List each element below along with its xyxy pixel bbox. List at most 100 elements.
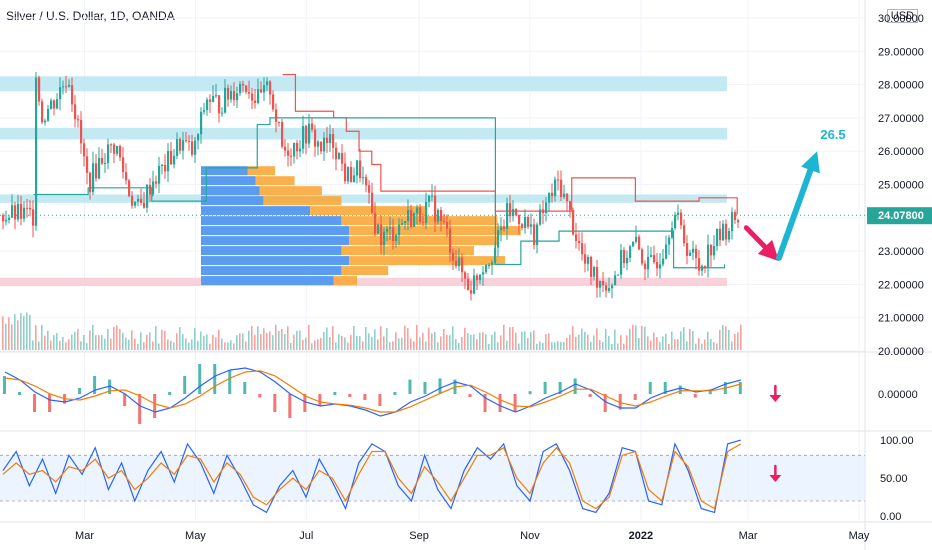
- volume-bar-99: [299, 330, 301, 350]
- volume-bar-24: [74, 331, 76, 350]
- volume-bar-167: [503, 324, 505, 350]
- volume-bar-63: [191, 339, 193, 350]
- candle-body-81: [245, 85, 248, 92]
- volume-bar-159: [479, 332, 481, 350]
- candle-body-189: [569, 201, 572, 211]
- vp-down-2: [259, 186, 322, 196]
- candle-body-75: [227, 87, 230, 100]
- candle-body-195: [587, 256, 590, 264]
- stoch-band: [0, 455, 865, 501]
- vp-down-0: [247, 166, 276, 176]
- volume-bar-102: [308, 324, 310, 350]
- vp-up-7: [201, 236, 350, 246]
- volume-bar-8: [26, 312, 28, 350]
- candle-body-6: [20, 203, 23, 219]
- volume-bar-236: [710, 338, 712, 350]
- candle-body-200: [602, 280, 605, 286]
- price-tick-label: 25.00000: [878, 180, 924, 192]
- candle-body-67: [203, 110, 206, 112]
- candle-body-90: [272, 94, 275, 110]
- volume-bar-139: [419, 337, 421, 350]
- candle-body-114: [344, 163, 347, 182]
- volume-bar-53: [161, 329, 163, 350]
- candle-body-28: [86, 156, 89, 173]
- candle-body-140: [422, 221, 425, 223]
- candle-body-152: [458, 257, 461, 267]
- volume-bar-4: [14, 314, 16, 350]
- candle-body-232: [698, 258, 701, 271]
- volume-bar-142: [428, 327, 430, 350]
- volume-bar-220: [662, 336, 664, 350]
- candle-body-165: [497, 230, 500, 248]
- candle-body-17: [53, 100, 56, 109]
- candle-body-160: [482, 272, 485, 275]
- candle-body-147: [443, 221, 446, 223]
- last-price-label: 24.07800: [878, 210, 924, 222]
- candle-body-83: [251, 93, 254, 101]
- candle-body-37: [113, 144, 116, 154]
- volume-bar-225: [677, 339, 679, 350]
- volume-bar-131: [395, 332, 397, 350]
- macd-hist-18: [273, 394, 277, 412]
- volume-bar-57: [173, 342, 175, 350]
- vp-up-9: [201, 256, 350, 266]
- volume-bar-224: [674, 339, 676, 350]
- candle-body-220: [662, 258, 665, 265]
- candle-body-12: [38, 77, 41, 102]
- vp-up-8: [201, 246, 342, 256]
- candle-body-138: [416, 207, 419, 214]
- candle-body-196: [590, 256, 593, 277]
- candle-body-123: [371, 192, 374, 214]
- volume-bar-230: [692, 330, 694, 350]
- volume-bar-87: [263, 328, 265, 350]
- volume-bar-211: [635, 325, 637, 350]
- volume-bar-172: [518, 343, 520, 350]
- currency-selector[interactable]: USD: [886, 9, 918, 23]
- candle-body-141: [425, 201, 428, 223]
- time-tick-label: Mar: [75, 530, 94, 542]
- candle-body-39: [119, 145, 122, 158]
- candle-body-122: [368, 185, 371, 193]
- volume-bar-75: [227, 342, 229, 350]
- volume-bar-61: [185, 338, 187, 350]
- volume-bar-207: [623, 343, 625, 350]
- volume-bar-228: [686, 341, 688, 350]
- candle-body-211: [635, 236, 638, 242]
- volume-bar-92: [278, 330, 280, 350]
- macd-down-arrow-head: [769, 395, 782, 402]
- candle-body-162: [488, 265, 491, 267]
- volume-bar-12: [38, 341, 40, 350]
- candle-body-72: [218, 95, 221, 114]
- candle-body-170: [512, 209, 515, 217]
- volume-bar-6: [20, 312, 22, 350]
- candle-body-203: [611, 285, 614, 289]
- volume-bar-2: [8, 317, 10, 350]
- projection: 26.5: [743, 127, 846, 262]
- macd-hist-42: [633, 394, 637, 400]
- candle-body-103: [311, 123, 314, 130]
- candle-body-157: [473, 275, 476, 294]
- candle-body-229: [689, 252, 692, 256]
- volume-bar-170: [512, 327, 514, 350]
- vp-up-3: [201, 196, 264, 206]
- candle-body-88: [266, 81, 269, 86]
- vp-up-11: [201, 276, 334, 286]
- candle-body-61: [185, 140, 188, 142]
- stoch-tick-label: 50.00: [880, 473, 908, 485]
- candle-body-139: [419, 207, 422, 222]
- volume-bar-33: [101, 334, 103, 350]
- volume-bar-163: [491, 334, 493, 350]
- candle-body-131: [395, 235, 398, 241]
- candle-body-134: [404, 221, 407, 224]
- volume-bar-77: [233, 343, 235, 350]
- volume-bar-5: [17, 320, 19, 350]
- volume-bar-185: [557, 341, 559, 350]
- macd-hist-36: [543, 382, 547, 394]
- volume-bar-94: [284, 333, 286, 350]
- candle-body-85: [257, 89, 260, 104]
- candle-body-213: [641, 249, 644, 264]
- candle-body-55: [167, 150, 170, 172]
- volume-bar-130: [392, 341, 394, 350]
- candle-body-186: [560, 179, 563, 198]
